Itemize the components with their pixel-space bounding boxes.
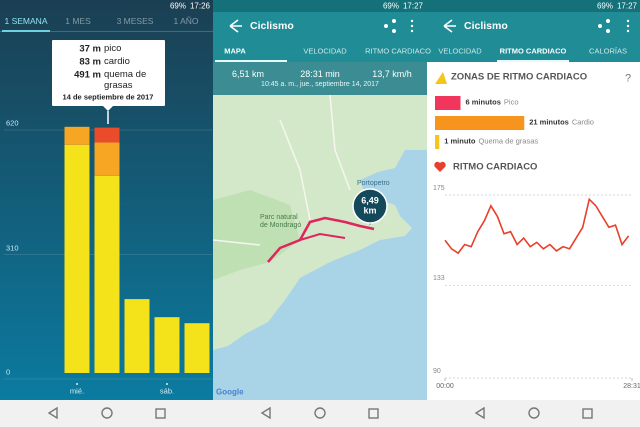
y-tick-label: 310 <box>6 243 19 253</box>
nav-bar <box>0 400 640 427</box>
map-place: Parc natural de Mondragó <box>260 213 302 229</box>
app-bar <box>213 12 427 62</box>
bar-segment <box>94 142 120 176</box>
tab[interactable]: RITMO CARDIACO <box>365 46 431 56</box>
tab-indicator <box>2 30 50 32</box>
status-battery: 69% <box>382 1 399 11</box>
tab[interactable]: MAPA <box>224 46 246 56</box>
bar-segment <box>184 323 210 373</box>
x-tick <box>76 383 78 385</box>
zone-bar <box>435 116 525 130</box>
zone-name: Pico <box>503 97 519 107</box>
bar-segment <box>154 317 180 373</box>
divider <box>0 31 213 32</box>
zone-bar <box>435 135 440 149</box>
app-bar <box>427 12 640 62</box>
share-button[interactable] <box>598 19 610 33</box>
tooltip-zone: quema de grasas <box>104 69 147 91</box>
app-title: Ciclismo <box>250 19 294 32</box>
tab[interactable]: CALORÍAS <box>589 46 627 56</box>
distance-label: 6,49 km <box>361 195 379 216</box>
x-tick-label: mié. <box>69 386 85 396</box>
y-tick-label: 90 <box>433 367 441 375</box>
activity-datetime: 10:45 a. m., jue., septiembre 14, 2017 <box>261 80 379 88</box>
status-battery: 69% <box>169 1 186 11</box>
menu-button[interactable] <box>410 19 414 33</box>
app-title: Ciclismo <box>464 19 508 32</box>
help-button[interactable]: ? <box>624 72 632 85</box>
tooltip-pointer <box>103 106 113 111</box>
map-road <box>212 94 351 246</box>
status-bar <box>213 0 427 12</box>
x-tick-label: 28:31 <box>623 382 640 390</box>
heart-icon <box>434 161 446 172</box>
tooltip-amount: 491 m <box>74 69 101 81</box>
tab-indicator <box>497 60 569 62</box>
y-tick-label: 620 <box>6 118 19 128</box>
map-park <box>213 190 300 280</box>
y-tick-label: 175 <box>433 184 445 192</box>
x-tick-label: 00:00 <box>436 382 454 390</box>
tab[interactable]: RITMO CARDIACO <box>499 46 567 56</box>
tooltip <box>52 40 165 106</box>
tooltip-amount: 83 m <box>79 56 101 68</box>
route <box>267 216 375 263</box>
status-time: 17:26 <box>189 1 210 11</box>
section-title: RITMO CARDIACO <box>453 161 538 173</box>
tooltip-zone: cardio <box>104 56 130 67</box>
map-place: Portopetro <box>357 179 390 187</box>
tooltip-amount: 37 m <box>79 43 101 55</box>
back-button[interactable] <box>443 19 456 33</box>
zone-name: Quema de grasas <box>478 136 539 146</box>
heart-rate-line <box>444 197 630 255</box>
y-tick-label: 133 <box>433 275 445 283</box>
bar-segment <box>94 127 120 143</box>
tooltip-zone: pico <box>104 43 122 54</box>
nav-buttons[interactable] <box>47 406 593 420</box>
zones-icon <box>435 72 447 84</box>
status-bar <box>427 0 640 12</box>
y-tick-label: 0 <box>6 367 11 377</box>
map-attribution: Google <box>216 387 244 397</box>
tooltip-date: 14 de septiembre de 2017 <box>62 92 154 102</box>
back-button[interactable] <box>229 19 242 33</box>
tab[interactable]: VELOCIDAD <box>438 46 482 56</box>
stats-band <box>213 62 427 95</box>
zone-bar <box>435 96 461 110</box>
menu-button[interactable] <box>626 19 630 33</box>
status-time: 17:27 <box>402 1 423 11</box>
stat: 13,7 km/h <box>372 68 412 79</box>
share-button[interactable] <box>384 19 396 33</box>
tab[interactable]: 1 MES <box>65 16 91 27</box>
distance-bubble <box>352 188 388 224</box>
tab[interactable]: VELOCIDAD <box>303 46 347 56</box>
tab[interactable]: 3 MESES <box>116 16 154 27</box>
stat: 28:31 min <box>300 68 340 79</box>
tab-indicator <box>215 60 287 62</box>
status-time: 17:27 <box>616 1 637 11</box>
zone-name: Cardio <box>571 117 594 127</box>
map-water <box>213 150 427 400</box>
x-tick <box>166 383 168 385</box>
bar-segment <box>94 175 120 373</box>
bar-segment <box>64 126 90 145</box>
bar-segment <box>64 144 90 373</box>
bar-segment <box>124 299 150 373</box>
tab[interactable]: 1 SEMANA <box>4 16 48 27</box>
zone-minutes: 21 minutos <box>529 117 569 127</box>
x-tick-label: sáb. <box>159 386 175 396</box>
zone-minutes: 6 minutos <box>465 97 501 107</box>
tab[interactable]: 1 AÑO <box>173 16 199 27</box>
route <box>299 232 346 241</box>
zone-minutes: 1 minuto <box>444 136 476 146</box>
status-battery: 69% <box>596 1 613 11</box>
section-title: ZONAS DE RITMO CARDIACO <box>451 71 588 83</box>
stat: 6,51 km <box>231 68 265 79</box>
